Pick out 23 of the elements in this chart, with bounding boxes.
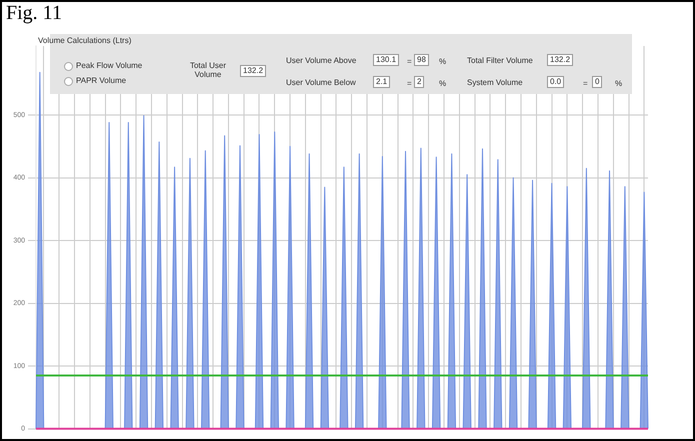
annotation: Total User Volume — [188, 61, 227, 79]
annotation: 132.2 — [547, 54, 574, 66]
annotation: 132.2 — [240, 65, 266, 77]
annotation: 2.1 — [373, 76, 390, 88]
annotation: User Volume Above — [286, 56, 356, 65]
annotation: % — [439, 57, 446, 66]
annotation: PAPR Volume — [76, 76, 126, 85]
annotation: 2 — [414, 76, 424, 88]
chart-title: Fig. 11 — [6, 2, 62, 25]
annotation: = — [583, 79, 588, 88]
annotation: Total Filter Volume — [467, 56, 533, 65]
annotation: % — [439, 79, 446, 88]
annotation: = — [407, 79, 412, 88]
text: Volume Calculations (Ltrs) — [38, 36, 132, 45]
annotation: % — [615, 79, 622, 88]
annotation: 0 — [592, 76, 602, 88]
annotation: Peak Flow Volume — [76, 61, 142, 70]
annotation: 130.1 — [373, 54, 400, 66]
annotation: 0.0 — [547, 76, 564, 88]
annotation: User Volume Below — [286, 78, 356, 87]
annotation: 98 — [414, 54, 429, 66]
annotation: = — [407, 57, 412, 66]
annotation: System Volume — [467, 78, 523, 87]
